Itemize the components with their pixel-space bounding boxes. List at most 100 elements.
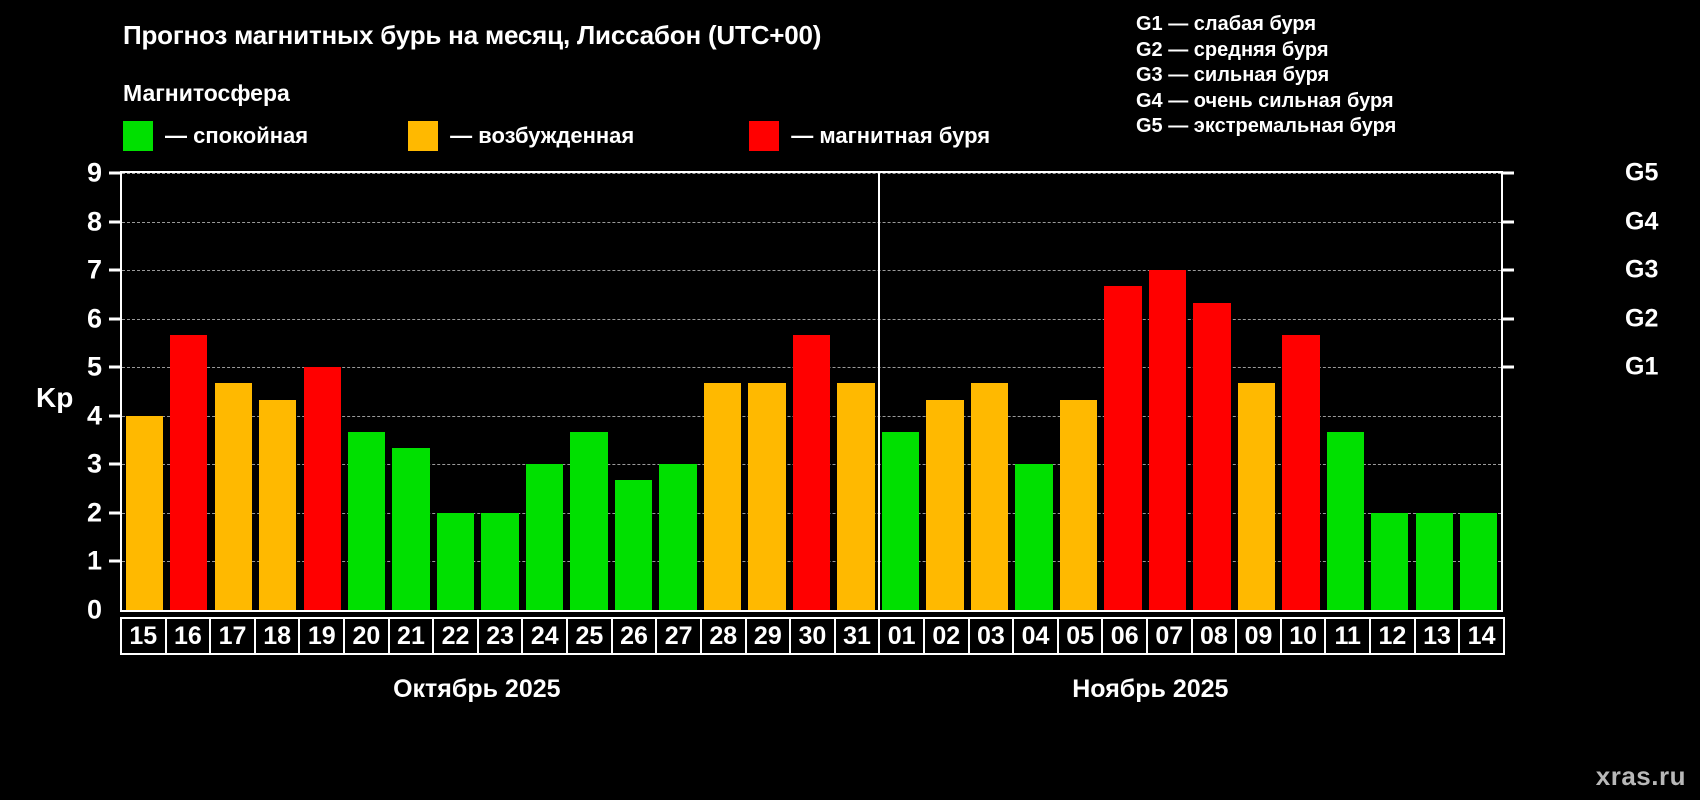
bar-cell[interactable] bbox=[567, 173, 611, 610]
bar-day-13[interactable] bbox=[1415, 512, 1453, 610]
day-label-31[interactable]: 31 bbox=[833, 617, 881, 655]
bar-cell[interactable] bbox=[1457, 173, 1501, 610]
bar-cell[interactable] bbox=[166, 173, 210, 610]
bar-day-26[interactable] bbox=[614, 480, 653, 610]
bar-day-09[interactable] bbox=[1237, 383, 1276, 610]
day-label-13[interactable]: 13 bbox=[1413, 617, 1461, 655]
day-label-21[interactable]: 21 bbox=[387, 617, 435, 655]
bar-day-25[interactable] bbox=[570, 431, 608, 610]
day-label-02[interactable]: 02 bbox=[922, 617, 970, 655]
day-label-17[interactable]: 17 bbox=[209, 617, 256, 655]
bar-cell[interactable] bbox=[1412, 173, 1456, 610]
bar-cell[interactable] bbox=[700, 173, 744, 610]
bar-cell[interactable] bbox=[611, 173, 655, 610]
bar-cell[interactable] bbox=[478, 173, 522, 610]
day-label-07[interactable]: 07 bbox=[1146, 617, 1193, 655]
day-label-20[interactable]: 20 bbox=[343, 617, 390, 655]
y-axis-label-4: 4 bbox=[86, 400, 102, 431]
bar-cell[interactable] bbox=[522, 173, 566, 610]
bar-day-24[interactable] bbox=[525, 464, 564, 610]
day-label-11[interactable]: 11 bbox=[1324, 617, 1372, 655]
bar-cell[interactable] bbox=[967, 173, 1011, 610]
bar-day-05[interactable] bbox=[1059, 399, 1098, 610]
bar-day-27[interactable] bbox=[659, 464, 697, 610]
day-label-10[interactable]: 10 bbox=[1279, 617, 1327, 655]
bar-day-18[interactable] bbox=[259, 399, 297, 610]
bar-day-21[interactable] bbox=[392, 448, 430, 610]
bar-day-29[interactable] bbox=[748, 383, 786, 610]
bar-day-16[interactable] bbox=[170, 334, 208, 610]
bar-day-15[interactable] bbox=[125, 415, 163, 610]
bar-day-22[interactable] bbox=[436, 512, 475, 610]
day-label-24[interactable]: 24 bbox=[521, 617, 569, 655]
day-label-08[interactable]: 08 bbox=[1190, 617, 1238, 655]
bar-day-28[interactable] bbox=[703, 383, 742, 610]
bar-cell[interactable] bbox=[878, 173, 922, 610]
bar-cell[interactable] bbox=[122, 173, 166, 610]
bar-cell[interactable] bbox=[1145, 173, 1189, 610]
bar-day-10[interactable] bbox=[1282, 334, 1320, 610]
day-label-06[interactable]: 06 bbox=[1101, 617, 1149, 655]
day-labels-row: 15 16 17 18 19 20 21 22 23 24 25 26 27 28 29 30 31 01 02 03… bbox=[120, 617, 1505, 655]
bar-cell[interactable] bbox=[1190, 173, 1234, 610]
day-label-18[interactable]: 18 bbox=[253, 617, 301, 655]
bar-cell[interactable] bbox=[211, 173, 255, 610]
bar-day-14[interactable] bbox=[1460, 512, 1498, 610]
day-label-25[interactable]: 25 bbox=[566, 617, 613, 655]
day-label-27[interactable]: 27 bbox=[655, 617, 702, 655]
bar-cell[interactable] bbox=[745, 173, 789, 610]
day-label-12[interactable]: 12 bbox=[1369, 617, 1416, 655]
bar-cell[interactable] bbox=[1101, 173, 1145, 610]
day-label-22[interactable]: 22 bbox=[432, 617, 479, 655]
day-label-28[interactable]: 28 bbox=[699, 617, 747, 655]
bar-day-06[interactable] bbox=[1104, 286, 1142, 610]
bar-day-11[interactable] bbox=[1326, 431, 1364, 610]
bar-cell[interactable] bbox=[344, 173, 388, 610]
day-label-29[interactable]: 29 bbox=[744, 617, 792, 655]
day-label-26[interactable]: 26 bbox=[610, 617, 658, 655]
bar-cell[interactable] bbox=[300, 173, 344, 610]
g-legend-item-4: G4 — очень сильная буря bbox=[1136, 89, 1394, 112]
bar-cell[interactable] bbox=[1368, 173, 1412, 610]
bar-cell[interactable] bbox=[433, 173, 477, 610]
day-label-03[interactable]: 03 bbox=[967, 617, 1015, 655]
bars-layer bbox=[122, 173, 1501, 610]
y-axis-title: Kp bbox=[36, 382, 74, 413]
bar-cell[interactable] bbox=[834, 173, 878, 610]
day-label-09[interactable]: 09 bbox=[1235, 617, 1282, 655]
bar-cell[interactable] bbox=[1012, 173, 1056, 610]
bar-cell[interactable] bbox=[389, 173, 433, 610]
day-label-14[interactable]: 14 bbox=[1458, 617, 1505, 655]
bar-day-01[interactable] bbox=[881, 431, 920, 610]
day-label-30[interactable]: 30 bbox=[789, 617, 836, 655]
bar-day-17[interactable] bbox=[214, 383, 252, 610]
bar-day-02[interactable] bbox=[926, 399, 964, 610]
magnetosphere-legend: — спокойная — возбужденная — магнитная бур… bbox=[123, 120, 990, 152]
day-label-23[interactable]: 23 bbox=[476, 617, 524, 655]
bar-cell[interactable] bbox=[1279, 173, 1323, 610]
bar-cell[interactable] bbox=[789, 173, 833, 610]
y-axis-label-6: 6 bbox=[86, 303, 102, 334]
bar-day-19[interactable] bbox=[303, 367, 341, 610]
bar-day-23[interactable] bbox=[481, 512, 519, 610]
bar-cell[interactable] bbox=[923, 173, 967, 610]
bar-day-07[interactable] bbox=[1148, 270, 1187, 610]
bar-day-03[interactable] bbox=[970, 383, 1009, 610]
bar-day-08[interactable] bbox=[1193, 302, 1231, 610]
bar-day-04[interactable] bbox=[1015, 464, 1053, 610]
bar-day-31[interactable] bbox=[837, 383, 875, 610]
bar-cell[interactable] bbox=[1056, 173, 1100, 610]
bar-day-30[interactable] bbox=[792, 334, 831, 610]
day-label-16[interactable]: 16 bbox=[164, 617, 212, 655]
day-label-19[interactable]: 19 bbox=[298, 617, 346, 655]
bar-cell[interactable] bbox=[656, 173, 700, 610]
day-label-04[interactable]: 04 bbox=[1012, 617, 1059, 655]
bar-day-20[interactable] bbox=[347, 431, 386, 610]
bar-cell[interactable] bbox=[255, 173, 299, 610]
bar-day-12[interactable] bbox=[1371, 512, 1409, 610]
bar-cell[interactable] bbox=[1323, 173, 1367, 610]
day-label-01[interactable]: 01 bbox=[878, 617, 925, 655]
day-label-05[interactable]: 05 bbox=[1056, 617, 1104, 655]
bar-cell[interactable] bbox=[1234, 173, 1278, 610]
day-label-15[interactable]: 15 bbox=[120, 617, 167, 655]
